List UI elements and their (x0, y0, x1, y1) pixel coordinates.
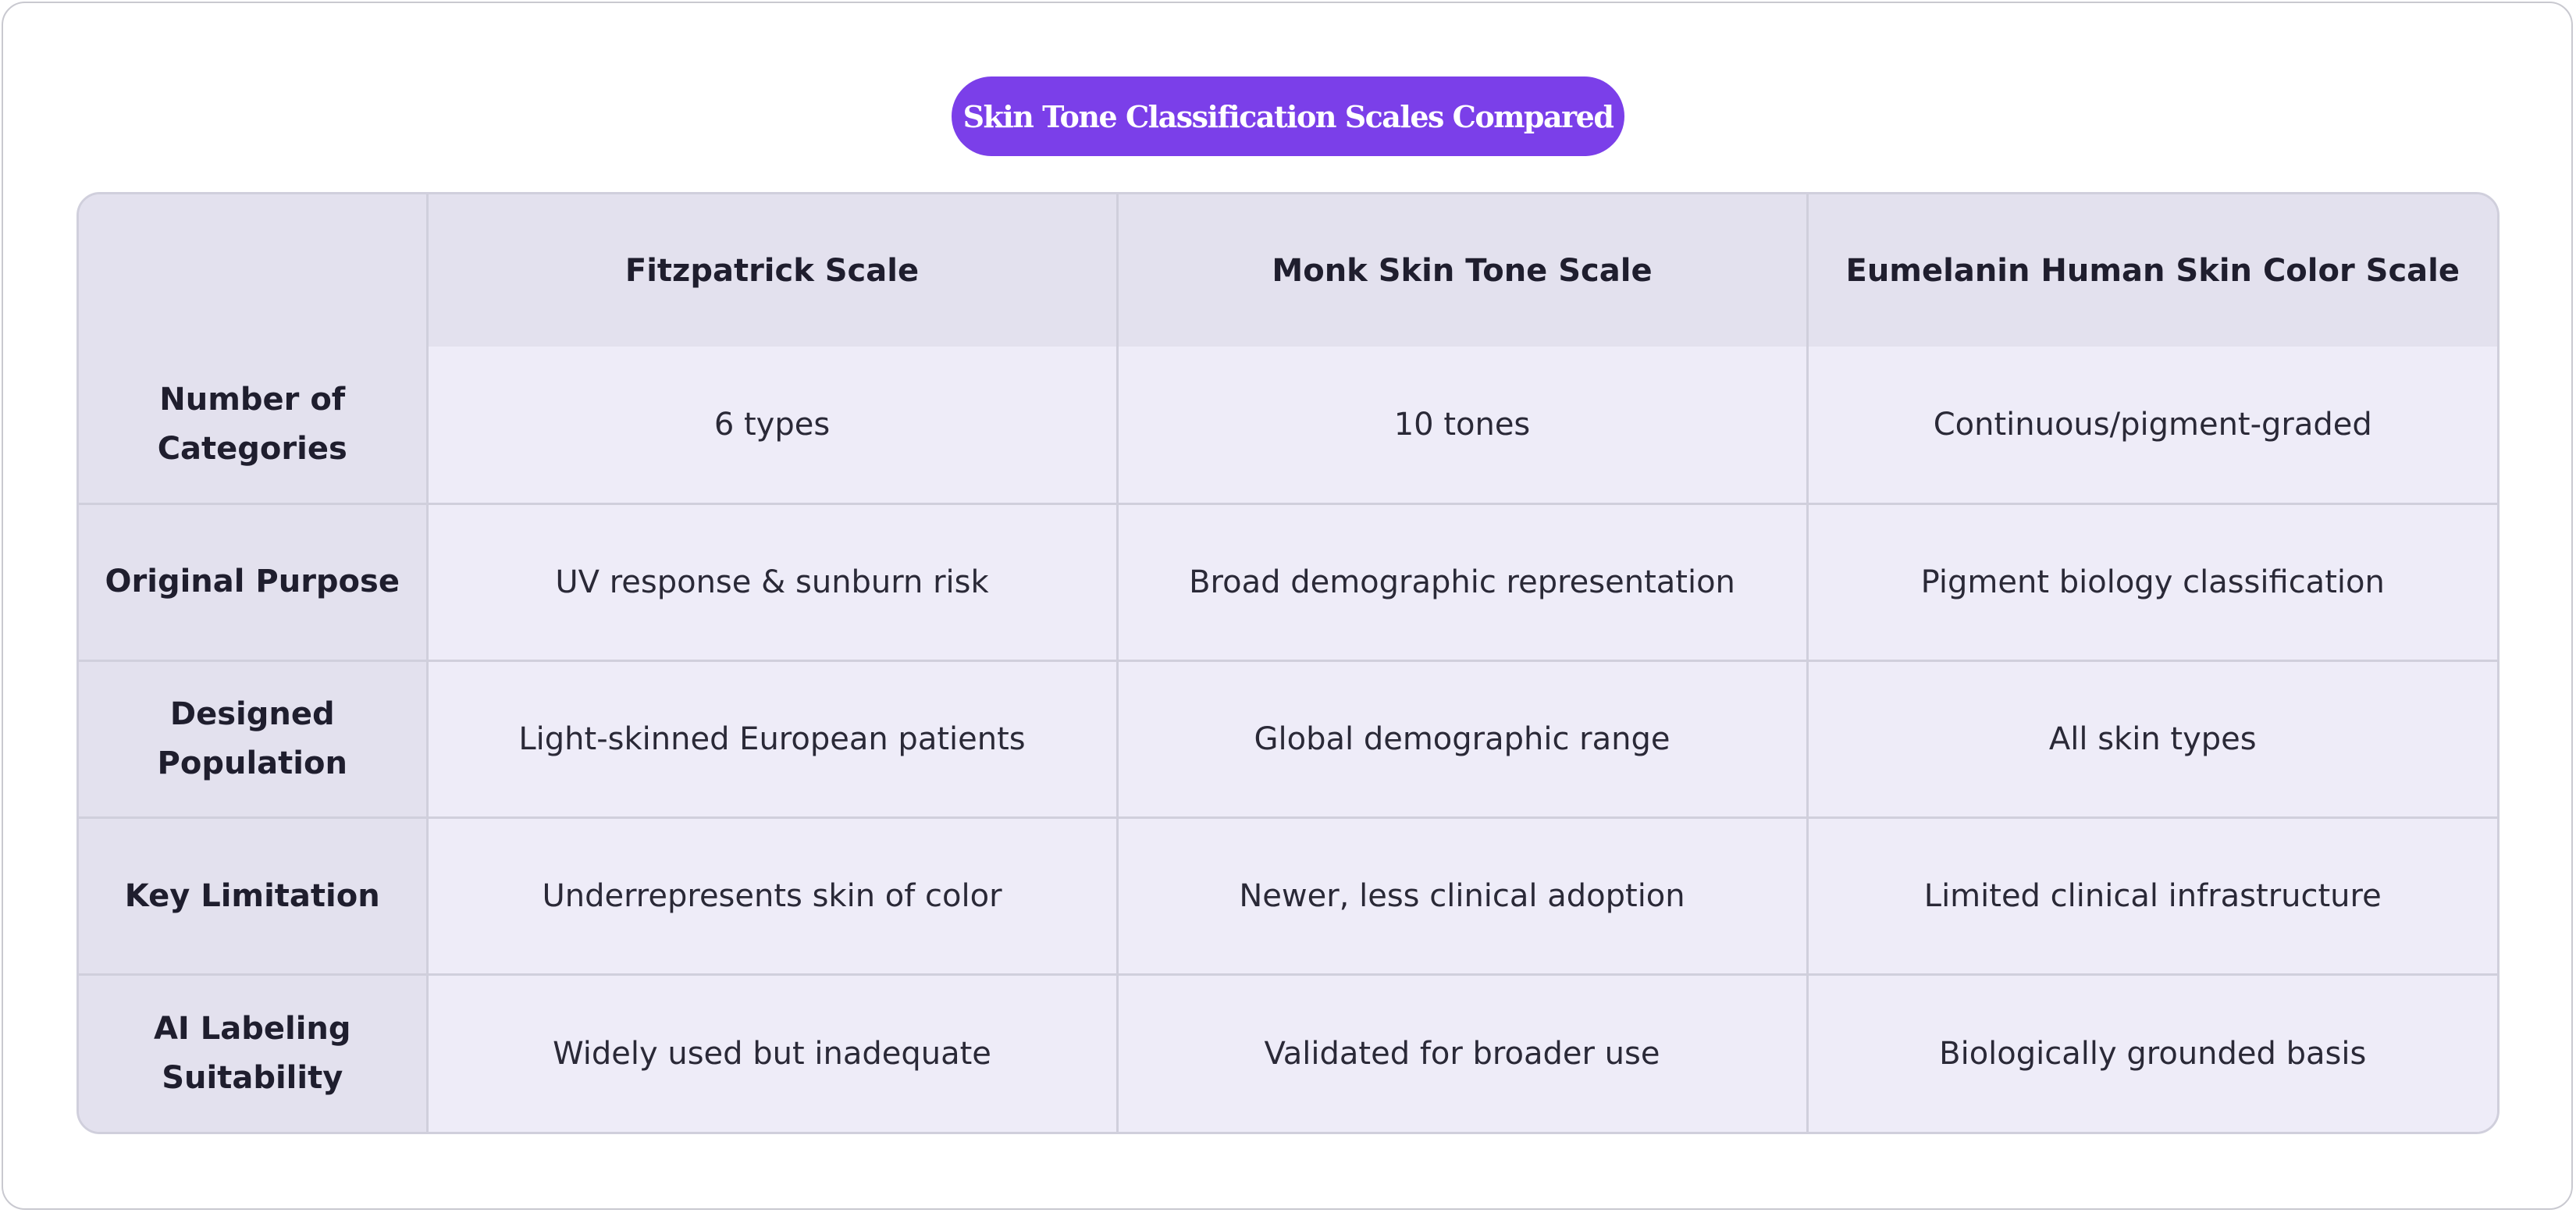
table-cell: Limited clinical infrastructure (1806, 816, 2497, 976)
column-header-monk: Monk Skin Tone Scale (1115, 194, 1809, 347)
comparison-table-container: Fitzpatrick Scale Monk Skin Tone Scale E… (76, 192, 2500, 1134)
table-cell: 6 types (425, 347, 1119, 505)
table-cell: Pigment biology classification (1806, 502, 2497, 662)
row-header: Original Purpose (79, 502, 429, 662)
header-row: Fitzpatrick Scale Monk Skin Tone Scale E… (79, 194, 2497, 347)
table-cell: Underrepresents skin of color (425, 816, 1119, 976)
column-header-eumelanin: Eumelanin Human Skin Color Scale (1806, 194, 2497, 347)
table-row: Designed Population Light-skinned Europe… (79, 659, 2497, 820)
table-cell: All skin types (1806, 659, 2497, 820)
table-cell: Biologically grounded basis (1806, 973, 2497, 1132)
table-cell: Broad demographic representation (1115, 502, 1809, 662)
table-row: Original Purpose UV response & sunburn r… (79, 502, 2497, 662)
column-header-fitzpatrick: Fitzpatrick Scale (425, 194, 1119, 347)
row-header: Number of Categories (79, 347, 429, 505)
table-cell: UV response & sunburn risk (425, 502, 1119, 662)
table-cell: Widely used but inadequate (425, 973, 1119, 1132)
table-row: AI Labeling Suitability Widely used but … (79, 973, 2497, 1132)
table-row: Number of Categories 6 types 10 tones Co… (79, 347, 2497, 505)
row-header: Designed Population (79, 659, 429, 820)
table-cell: Validated for broader use (1115, 973, 1809, 1132)
table-cell: Global demographic range (1115, 659, 1809, 820)
row-header: AI Labeling Suitability (79, 973, 429, 1132)
title-badge: Skin Tone Classification Scales Compared (952, 76, 1624, 156)
corner-cell (79, 194, 429, 347)
comparison-table: Fitzpatrick Scale Monk Skin Tone Scale E… (79, 194, 2497, 1132)
table-row: Key Limitation Underrepresents skin of c… (79, 816, 2497, 976)
table-cell: Newer, less clinical adoption (1115, 816, 1809, 976)
table-cell: Continuous/pigment-graded (1806, 347, 2497, 505)
table-cell: Light-skinned European patients (425, 659, 1119, 820)
table-cell: 10 tones (1115, 347, 1809, 505)
row-header: Key Limitation (79, 816, 429, 976)
